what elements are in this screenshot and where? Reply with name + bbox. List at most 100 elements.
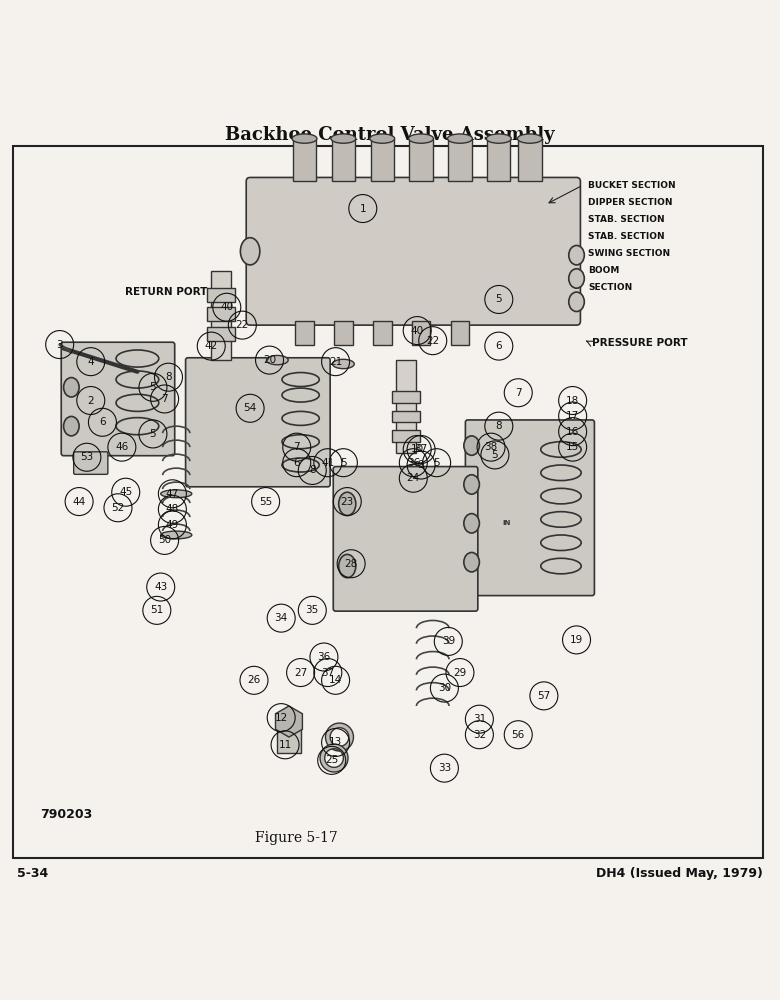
Text: 44: 44 <box>73 497 86 507</box>
Text: SWING SECTION: SWING SECTION <box>588 249 670 258</box>
Text: 18: 18 <box>566 396 580 406</box>
Text: 8: 8 <box>495 421 502 431</box>
Text: 4: 4 <box>87 357 94 367</box>
FancyBboxPatch shape <box>186 358 330 487</box>
Text: 31: 31 <box>473 714 486 724</box>
FancyBboxPatch shape <box>246 177 580 325</box>
Ellipse shape <box>161 490 192 498</box>
Text: 12: 12 <box>275 713 288 723</box>
FancyBboxPatch shape <box>333 467 478 611</box>
Bar <box>373 321 392 345</box>
Text: 41: 41 <box>321 458 335 468</box>
FancyBboxPatch shape <box>62 342 175 456</box>
Text: 16: 16 <box>566 427 580 437</box>
Bar <box>370 139 394 181</box>
Ellipse shape <box>569 292 584 312</box>
Bar <box>448 139 472 181</box>
Ellipse shape <box>240 238 260 265</box>
Text: 45: 45 <box>119 487 133 497</box>
Ellipse shape <box>569 245 584 265</box>
Text: 5-34: 5-34 <box>17 867 48 880</box>
Text: 7: 7 <box>161 394 168 404</box>
Text: 40: 40 <box>220 302 233 312</box>
Ellipse shape <box>464 475 480 494</box>
Ellipse shape <box>464 436 480 455</box>
Text: 14: 14 <box>329 675 342 685</box>
Text: 11: 11 <box>278 740 292 750</box>
Text: 1: 1 <box>360 204 366 214</box>
Text: 27: 27 <box>294 668 307 678</box>
Text: BOOM: BOOM <box>588 266 619 275</box>
Bar <box>412 321 431 345</box>
Text: 13: 13 <box>329 737 342 747</box>
Text: 5: 5 <box>340 458 346 468</box>
Text: RETURN PORT: RETURN PORT <box>125 287 207 297</box>
Text: 15: 15 <box>566 442 580 452</box>
Text: BUCKET SECTION: BUCKET SECTION <box>588 181 675 190</box>
Text: 55: 55 <box>259 497 272 507</box>
Text: 21: 21 <box>329 357 342 367</box>
Ellipse shape <box>331 134 356 143</box>
Ellipse shape <box>517 134 542 143</box>
Bar <box>392 391 420 403</box>
Text: 23: 23 <box>341 497 354 507</box>
Text: 7: 7 <box>293 442 300 452</box>
Text: 40: 40 <box>410 326 424 336</box>
Ellipse shape <box>267 355 288 365</box>
Text: 36: 36 <box>406 458 420 468</box>
Text: Figure 5-17: Figure 5-17 <box>255 831 338 845</box>
Ellipse shape <box>63 416 79 436</box>
Text: 50: 50 <box>158 535 171 545</box>
FancyBboxPatch shape <box>466 420 594 596</box>
Text: 19: 19 <box>570 635 583 645</box>
Text: 37: 37 <box>321 668 335 678</box>
Text: DH4 (Issued May, 1979): DH4 (Issued May, 1979) <box>596 867 763 880</box>
Bar <box>292 139 316 181</box>
Ellipse shape <box>292 134 317 143</box>
Bar <box>278 722 300 753</box>
Text: 7: 7 <box>515 388 522 398</box>
Ellipse shape <box>332 359 354 369</box>
Text: 2: 2 <box>87 396 94 406</box>
Text: 29: 29 <box>453 668 466 678</box>
Text: 790203: 790203 <box>41 808 93 821</box>
Text: 56: 56 <box>512 730 525 740</box>
Text: 38: 38 <box>484 442 498 452</box>
Text: 43: 43 <box>154 582 168 592</box>
Text: DIPPER SECTION: DIPPER SECTION <box>588 198 672 207</box>
Text: 6: 6 <box>293 458 300 468</box>
Text: 3: 3 <box>56 340 63 350</box>
Bar <box>488 139 510 181</box>
Bar <box>392 430 420 442</box>
Bar <box>207 307 235 321</box>
FancyBboxPatch shape <box>73 452 108 474</box>
Text: 25: 25 <box>325 755 339 765</box>
Bar <box>332 139 355 181</box>
Bar <box>451 321 470 345</box>
Ellipse shape <box>487 134 511 143</box>
Text: 42: 42 <box>204 341 218 351</box>
Text: 9: 9 <box>418 460 424 470</box>
Ellipse shape <box>569 269 584 288</box>
Ellipse shape <box>339 554 356 578</box>
Text: SECTION: SECTION <box>588 283 633 292</box>
Text: 32: 32 <box>473 730 486 740</box>
Text: 35: 35 <box>306 605 319 615</box>
Bar <box>207 288 235 302</box>
Bar <box>207 327 235 341</box>
Bar <box>396 360 416 453</box>
Text: 51: 51 <box>151 605 164 615</box>
Text: 46: 46 <box>115 442 129 452</box>
Text: 20: 20 <box>263 355 276 365</box>
Text: 37: 37 <box>414 444 427 454</box>
Text: 33: 33 <box>438 763 451 773</box>
Ellipse shape <box>464 552 480 572</box>
Text: 5: 5 <box>491 450 498 460</box>
Text: 39: 39 <box>441 636 455 646</box>
Bar <box>334 321 353 345</box>
Text: 5: 5 <box>434 458 440 468</box>
Text: 5: 5 <box>150 429 156 439</box>
Text: 53: 53 <box>80 452 94 462</box>
Text: 52: 52 <box>112 503 125 513</box>
Text: 24: 24 <box>406 473 420 483</box>
